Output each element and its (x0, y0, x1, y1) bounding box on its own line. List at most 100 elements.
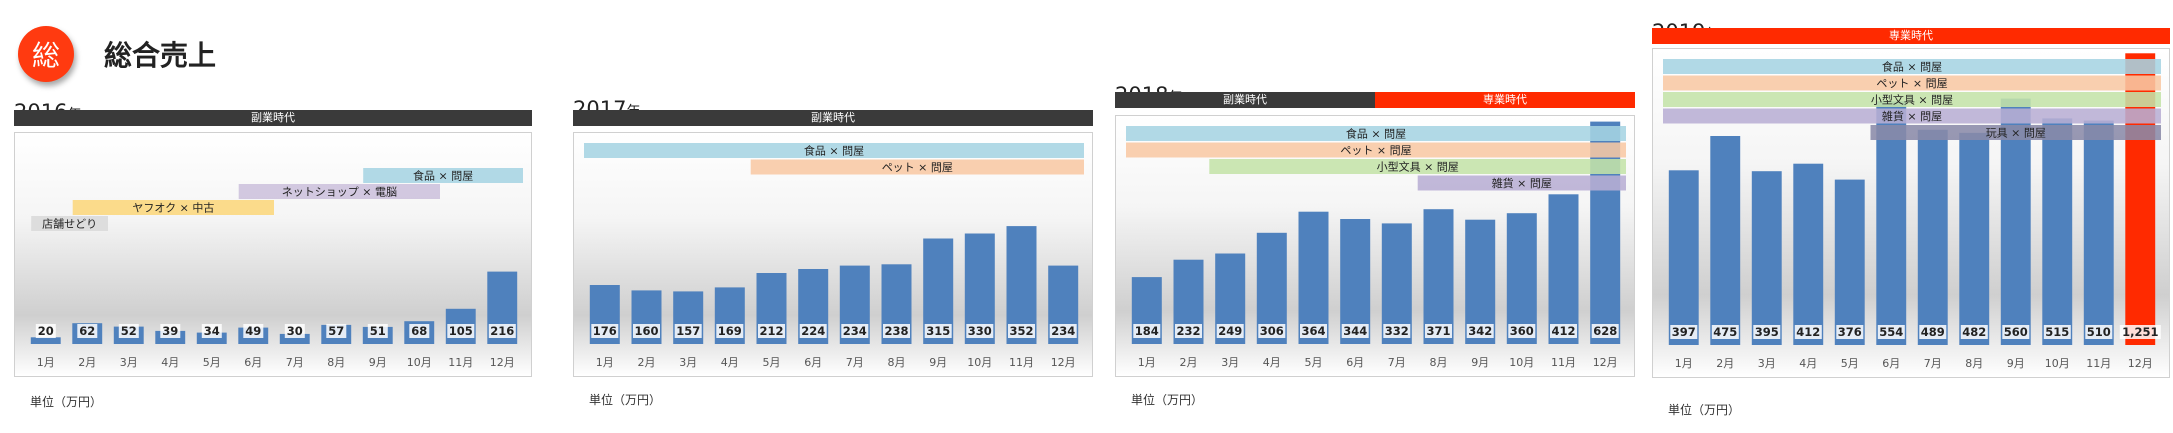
month-tick-label: 1月 (596, 356, 614, 369)
value-label-bg (284, 324, 305, 338)
month-tick-label: 7月 (1924, 357, 1942, 370)
value-label: 330 (968, 324, 992, 338)
month-tick-label: 11月 (1551, 356, 1576, 369)
month-tick-label: 1月 (1675, 357, 1693, 370)
value-label: 30 (287, 324, 303, 338)
value-label-bg (1049, 324, 1077, 338)
bar-6月 (1340, 219, 1371, 344)
value-label-bg (924, 324, 952, 338)
month-tick-label: 9月 (369, 356, 387, 369)
bar-10月 (1506, 213, 1537, 344)
value-label: 212 (759, 324, 783, 338)
value-label-bg (1466, 324, 1494, 338)
value-label-bg (488, 324, 516, 338)
business-band (363, 168, 523, 183)
business-band (1126, 142, 1626, 158)
value-label: 332 (1385, 324, 1409, 338)
value-label: 475 (1713, 325, 1737, 339)
bar-3月 (1751, 171, 1782, 345)
total-badge-icon: 総 (18, 26, 74, 82)
value-label: 397 (1672, 325, 1696, 339)
chart-plot-area: 食品 × 問屋 ペット × 問屋 小型文具 × 問屋 雑貨 × 問屋 玩具 × 問屋 39… (1652, 48, 2170, 378)
value-label-bg (1794, 325, 1822, 339)
value-label: 20 (38, 324, 54, 338)
value-label-bg (367, 324, 388, 338)
value-label-bg (1753, 325, 1781, 339)
value-label-bg (1216, 324, 1244, 338)
value-label: 184 (1135, 324, 1159, 338)
value-label: 160 (634, 324, 658, 338)
month-tick-label: 9月 (1471, 356, 1489, 369)
value-label: 157 (676, 324, 700, 338)
value-label-bg (118, 324, 139, 338)
value-label-bg (674, 324, 702, 338)
value-label: 49 (245, 324, 261, 338)
chart-plot-area: 食品 × 問屋 ネットショップ × 電脳 ヤフオク × 中古 店舗せどり 20 62 52 3… (14, 132, 532, 377)
value-label-bg (326, 324, 347, 338)
business-band (1663, 59, 2161, 74)
value-label: 51 (370, 324, 386, 338)
value-label-bg (1258, 324, 1286, 338)
value-label-bg (1341, 324, 1369, 338)
bar-5月 (1834, 179, 1865, 345)
month-tick-label: 6月 (1346, 356, 1364, 369)
month-tick-label: 3月 (120, 356, 138, 369)
value-label-bg (1550, 324, 1577, 338)
value-label: 224 (801, 324, 825, 338)
value-label: 62 (79, 324, 95, 338)
value-label: 360 (1510, 324, 1534, 338)
month-tick-label: 8月 (327, 356, 345, 369)
month-tick-label: 3月 (1758, 357, 1776, 370)
era-bar: 副業時代 (14, 110, 532, 126)
business-label: 食品 × 問屋 (1346, 127, 1406, 141)
business-band (238, 184, 440, 199)
business-band (750, 159, 1084, 175)
value-label: 628 (1593, 324, 1617, 338)
month-tick-label: 2月 (1180, 356, 1198, 369)
month-tick-label: 4月 (1799, 357, 1817, 370)
business-label: ペット × 問屋 (1340, 144, 1411, 157)
month-tick-label: 1月 (37, 356, 55, 369)
month-tick-label: 12月 (1051, 356, 1076, 369)
business-label: 食品 × 問屋 (804, 144, 864, 158)
value-label-bg (1711, 325, 1739, 339)
value-label: 306 (1260, 324, 1284, 338)
business-band (1663, 108, 2161, 124)
value-label-bg (633, 324, 660, 338)
value-label-bg (1836, 325, 1864, 339)
value-label-bg (883, 324, 910, 338)
business-label: ヤフオク × 中古 (132, 202, 214, 215)
value-label-bg (2002, 325, 2030, 339)
month-tick-label: 5月 (763, 356, 781, 369)
value-label: 234 (1051, 324, 1075, 338)
month-tick-label: 10月 (407, 356, 432, 369)
era-segment: 専業時代 (1375, 92, 1635, 108)
month-tick-label: 6月 (804, 356, 822, 369)
month-tick-label: 2月 (638, 356, 656, 369)
value-label-bg (35, 324, 56, 338)
month-tick-label: 6月 (244, 356, 262, 369)
business-label: 食品 × 問屋 (1882, 60, 1942, 74)
value-label: 57 (328, 324, 344, 338)
era-segment: 専業時代 (1652, 28, 2170, 44)
value-label-bg (243, 324, 264, 338)
value-label-bg (447, 324, 475, 338)
bar-6月 (1876, 101, 1907, 345)
value-label: 169 (718, 324, 742, 338)
month-tick-label: 12月 (490, 356, 515, 369)
month-tick-label: 12月 (1593, 356, 1618, 369)
month-tick-label: 12月 (2128, 357, 2153, 370)
chart-plot-area: 食品 × 問屋 ペット × 問屋 小型文具 × 問屋 雑貨 × 問屋 184 232 249… (1115, 115, 1635, 377)
business-band (1663, 75, 2161, 91)
value-label-bg (1383, 324, 1411, 338)
era-segment: 副業時代 (14, 110, 532, 126)
value-label: 34 (204, 324, 220, 338)
bar-11月 (2083, 120, 2114, 345)
business-label: ペット × 問屋 (1876, 77, 1947, 90)
month-tick-label: 3月 (679, 356, 697, 369)
month-tick-label: 7月 (1388, 356, 1406, 369)
header: 総 総合売上 (18, 22, 216, 86)
